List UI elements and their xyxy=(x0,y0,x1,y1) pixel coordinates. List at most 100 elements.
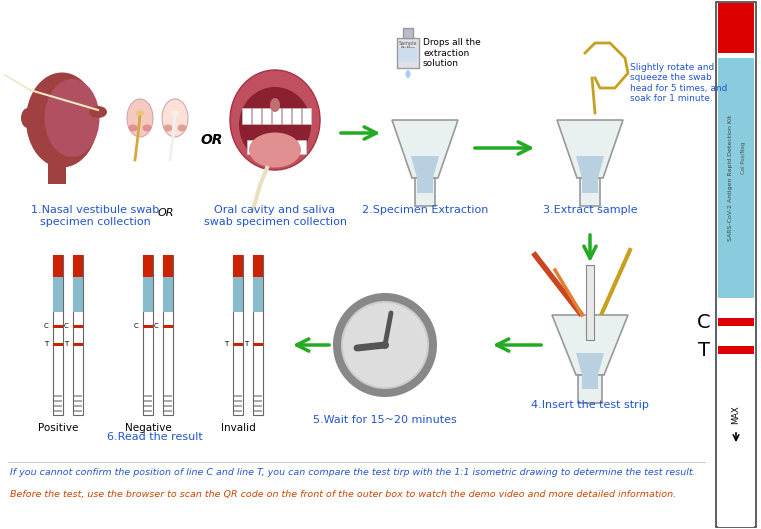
Ellipse shape xyxy=(162,99,188,137)
Ellipse shape xyxy=(26,72,98,168)
Polygon shape xyxy=(557,120,623,178)
Bar xyxy=(272,108,281,124)
Bar xyxy=(403,28,413,38)
Circle shape xyxy=(343,303,427,387)
Text: 4.Insert the test strip: 4.Insert the test strip xyxy=(531,400,649,410)
Bar xyxy=(253,343,263,346)
Bar xyxy=(53,343,63,346)
Bar xyxy=(53,325,63,328)
Text: T: T xyxy=(698,341,710,360)
Bar xyxy=(73,277,83,312)
Bar xyxy=(144,405,152,407)
Bar xyxy=(73,255,83,277)
Bar xyxy=(74,395,82,397)
Bar xyxy=(282,108,291,124)
Polygon shape xyxy=(411,156,439,178)
Bar xyxy=(718,318,754,326)
Bar xyxy=(718,346,754,354)
Bar xyxy=(163,325,173,328)
Bar xyxy=(54,410,62,412)
Polygon shape xyxy=(576,353,604,375)
Bar xyxy=(242,108,251,124)
Bar xyxy=(54,395,62,397)
Bar xyxy=(297,140,306,154)
Bar xyxy=(580,178,600,206)
Circle shape xyxy=(333,293,437,397)
Text: C: C xyxy=(43,324,49,330)
Polygon shape xyxy=(576,156,604,178)
Bar xyxy=(399,48,417,62)
Bar xyxy=(302,108,311,124)
Ellipse shape xyxy=(239,87,311,163)
Bar xyxy=(252,108,261,124)
Bar xyxy=(144,410,152,412)
Bar xyxy=(718,3,754,53)
Bar xyxy=(73,325,83,328)
Bar xyxy=(578,375,602,403)
Bar xyxy=(74,410,82,412)
Text: T: T xyxy=(64,342,68,348)
Bar xyxy=(143,277,153,312)
Ellipse shape xyxy=(164,124,173,132)
Bar xyxy=(73,343,83,346)
Bar xyxy=(233,255,243,415)
Polygon shape xyxy=(392,120,458,178)
Ellipse shape xyxy=(230,70,320,170)
Text: C: C xyxy=(64,324,68,330)
Bar xyxy=(253,255,263,415)
Text: 2.Specimen Extraction: 2.Specimen Extraction xyxy=(361,205,489,215)
Bar xyxy=(164,410,172,412)
Text: 1.Nasal vestibule swab
specimen collection: 1.Nasal vestibule swab specimen collecti… xyxy=(31,205,159,226)
Text: If you cannot confirm the position of line C and line T, you can compare the tes: If you cannot confirm the position of li… xyxy=(10,468,696,477)
Text: Drops all the
extraction
solution: Drops all the extraction solution xyxy=(423,38,481,68)
Bar xyxy=(54,405,62,407)
Bar xyxy=(234,395,242,397)
Polygon shape xyxy=(552,315,628,375)
Ellipse shape xyxy=(44,79,100,157)
Bar xyxy=(164,400,172,402)
Bar xyxy=(234,400,242,402)
Text: T: T xyxy=(44,342,48,348)
Bar xyxy=(164,405,172,407)
Text: C: C xyxy=(134,324,139,330)
Bar xyxy=(144,400,152,402)
Text: Negative: Negative xyxy=(125,423,171,433)
Circle shape xyxy=(381,341,389,349)
Text: Positive: Positive xyxy=(38,423,78,433)
Ellipse shape xyxy=(249,132,301,168)
Ellipse shape xyxy=(89,106,107,118)
Text: Oral cavity and saliva
swab specimen collection: Oral cavity and saliva swab specimen col… xyxy=(203,205,346,226)
Bar xyxy=(54,400,62,402)
Ellipse shape xyxy=(21,108,35,128)
Bar xyxy=(143,325,153,328)
Bar xyxy=(254,405,262,407)
Bar xyxy=(74,400,82,402)
Bar xyxy=(234,405,242,407)
Text: C: C xyxy=(154,324,158,330)
Bar xyxy=(718,58,754,298)
Bar xyxy=(718,326,754,346)
Bar xyxy=(257,140,266,154)
Bar xyxy=(292,108,301,124)
Bar xyxy=(254,395,262,397)
Bar xyxy=(267,140,276,154)
Bar xyxy=(253,255,263,277)
Ellipse shape xyxy=(127,99,153,137)
Bar xyxy=(164,395,172,397)
Text: T: T xyxy=(244,342,248,348)
Bar xyxy=(287,140,296,154)
Bar xyxy=(74,405,82,407)
Text: 6.Read the result: 6.Read the result xyxy=(107,432,203,442)
Bar xyxy=(233,343,243,346)
Bar xyxy=(53,255,63,415)
Text: OR: OR xyxy=(158,208,174,218)
Text: Col Pos/Neg: Col Pos/Neg xyxy=(741,142,747,174)
Bar xyxy=(233,255,243,277)
Circle shape xyxy=(341,301,429,389)
Ellipse shape xyxy=(136,111,144,115)
Text: OR: OR xyxy=(201,133,223,147)
Bar xyxy=(277,140,286,154)
Text: Invalid: Invalid xyxy=(221,423,256,433)
Bar xyxy=(586,265,594,340)
Bar xyxy=(254,400,262,402)
